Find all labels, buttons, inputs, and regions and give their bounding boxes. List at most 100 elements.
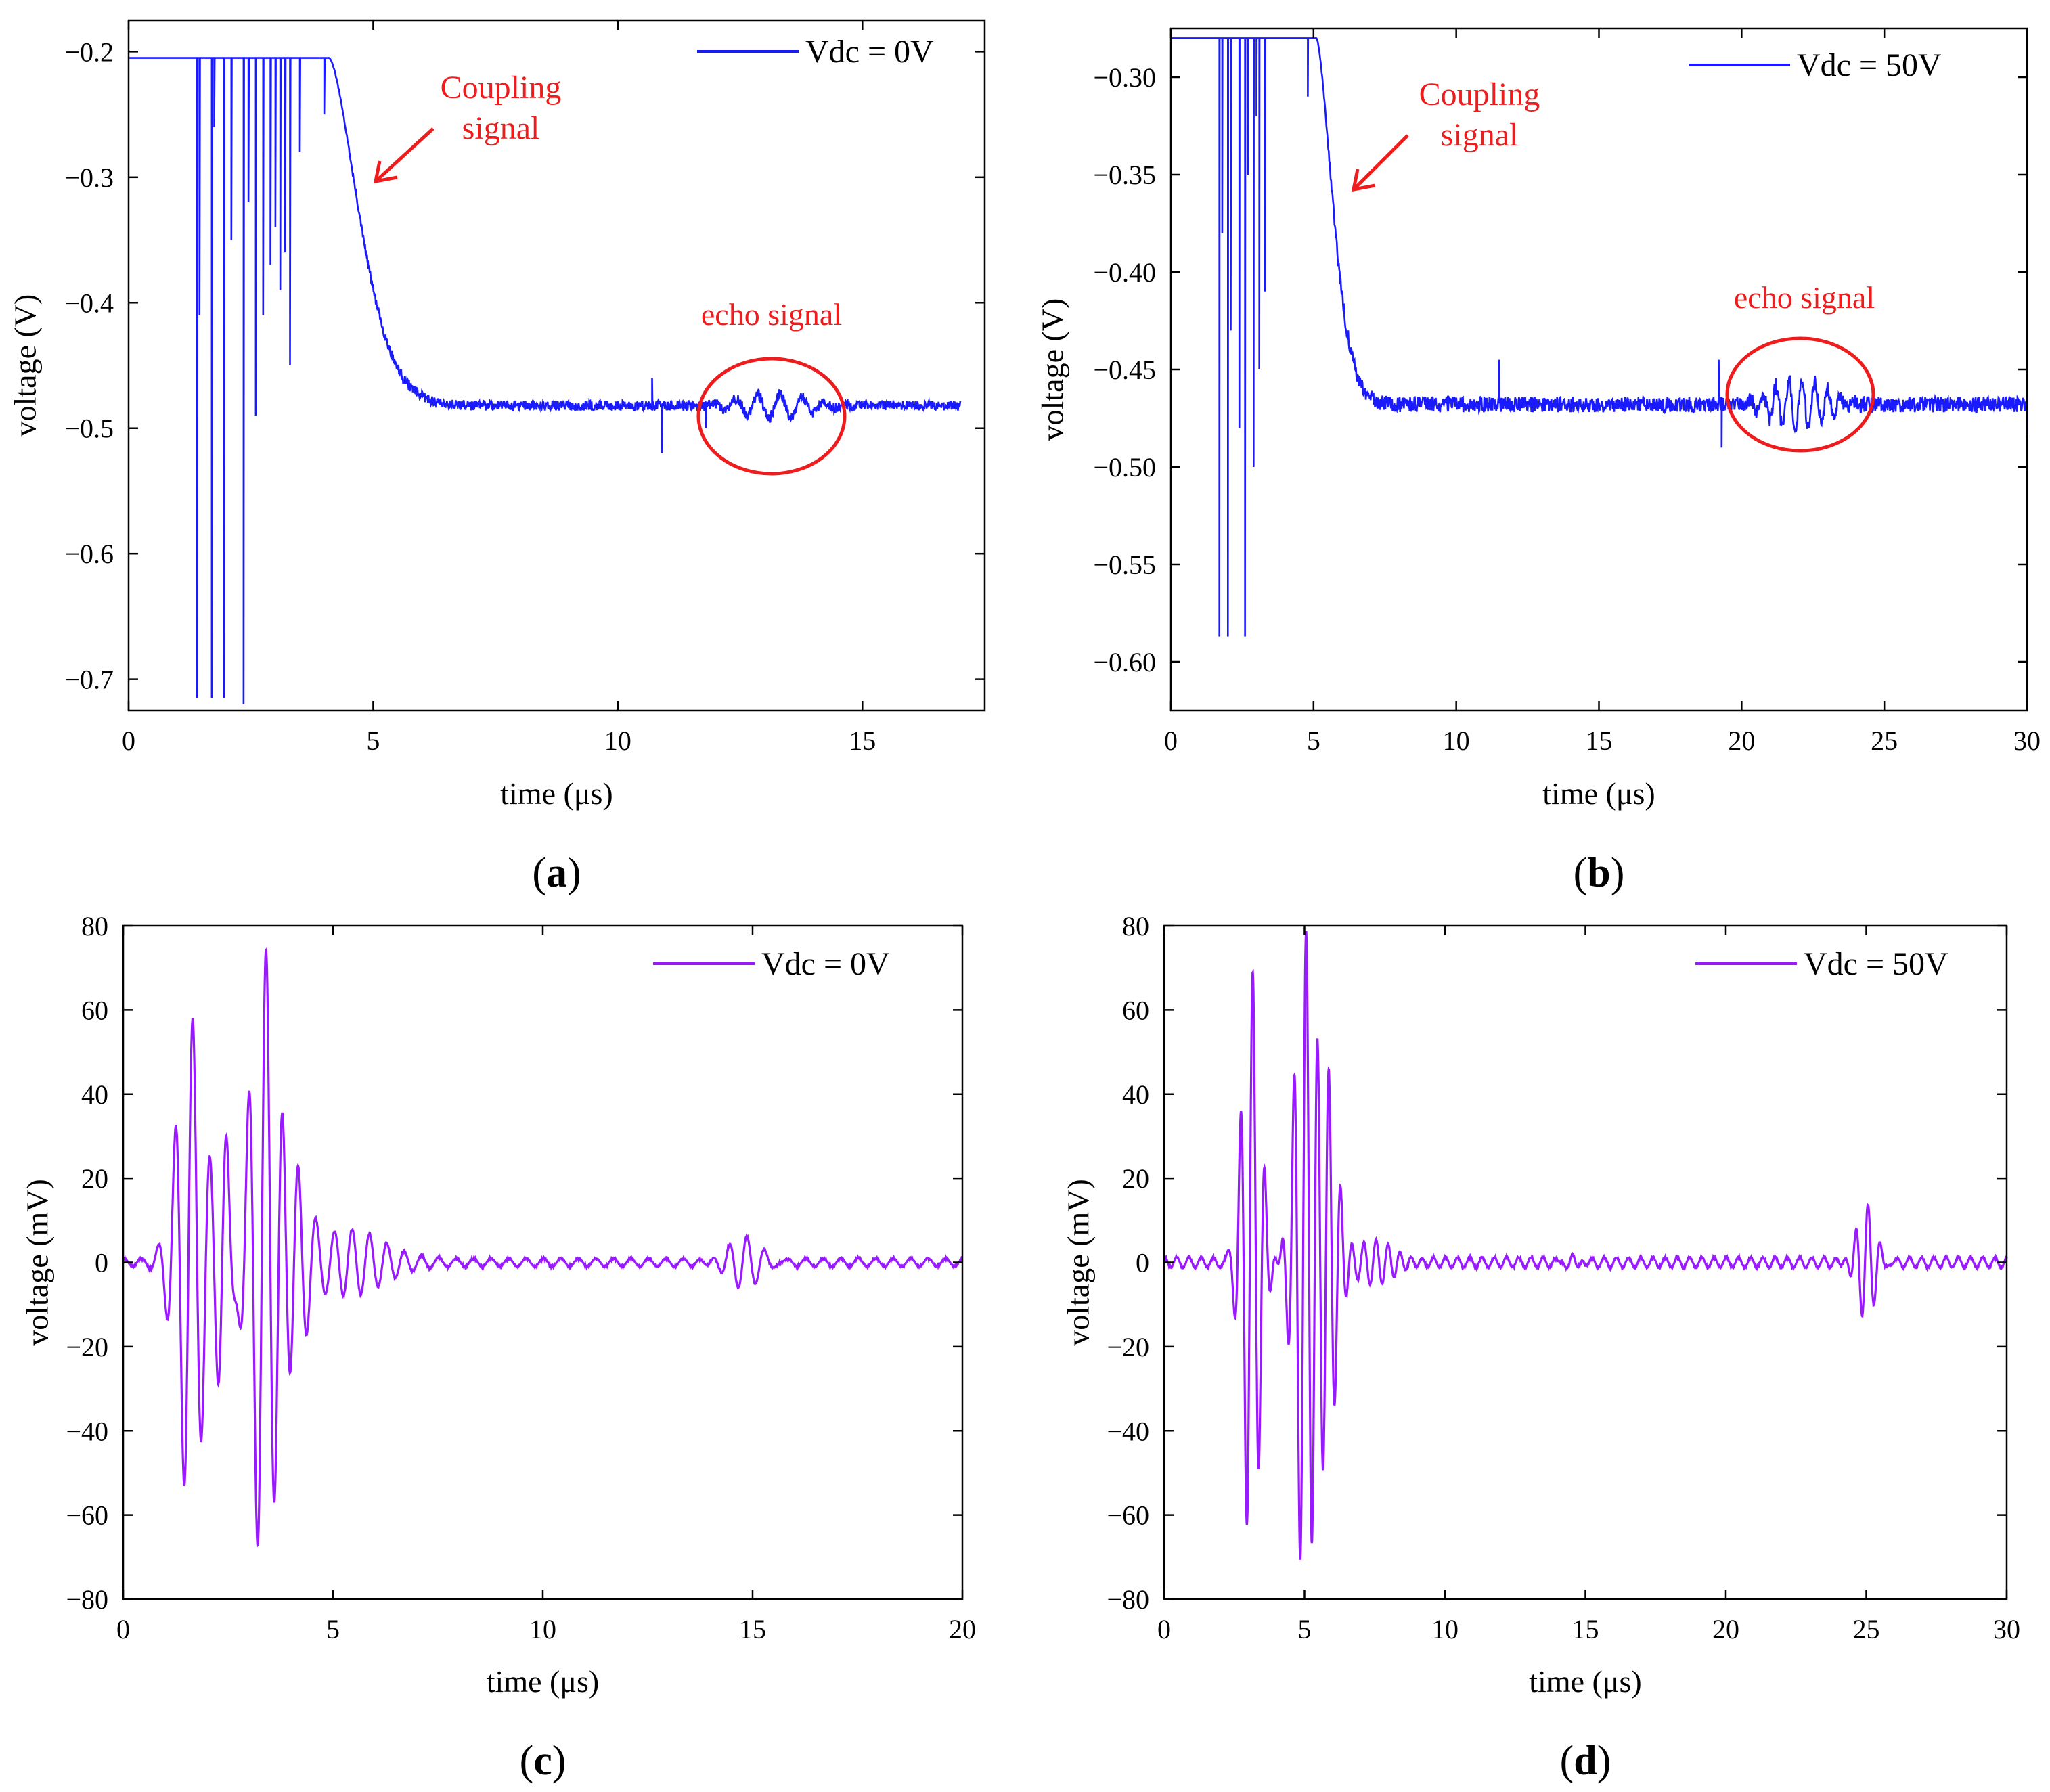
echo-signal-circle [696, 357, 847, 476]
x-tick-label: 30 [2013, 725, 2041, 756]
x-tick-label: 25 [1853, 1614, 1880, 1644]
y-tick-label: 20 [1122, 1163, 1149, 1194]
x-tick-label: 5 [326, 1614, 340, 1644]
y-tick-label: −0.5 [64, 413, 114, 444]
annotations: Coupling signal echo signal [373, 70, 847, 476]
x-tick-label: 20 [1728, 725, 1755, 756]
coupling-arrow [374, 127, 434, 183]
panel-caption-letter: a [546, 850, 567, 896]
plot-frame [127, 19, 986, 712]
x-axis-label: time (μs) [1529, 1664, 1641, 1699]
y-tick-label: −0.60 [1093, 647, 1156, 677]
y-axis-label: voltage (mV) [20, 1179, 55, 1346]
y-tick-label: −60 [66, 1500, 108, 1531]
echo-signal-label: echo signal [1734, 280, 1875, 315]
y-tick-label: −20 [66, 1332, 108, 1362]
y-tick-label: −0.3 [64, 162, 114, 193]
series-line-vdc-50v [1171, 37, 2028, 637]
echo-signal-label: echo signal [701, 297, 842, 332]
x-tick-label: 10 [604, 725, 631, 756]
y-axis-label: voltage (V) [1035, 298, 1070, 441]
x-axis-label: time (μs) [1542, 776, 1655, 811]
x-tick-label: 10 [1443, 725, 1470, 756]
x-tick-label: 20 [949, 1614, 976, 1644]
panel-caption: (a) [532, 850, 581, 896]
legend: Vdc = 0V [653, 946, 890, 982]
x-tick-label: 0 [116, 1614, 130, 1644]
y-tick-label: −0.50 [1093, 452, 1156, 483]
panel-caption: (b) [1574, 850, 1625, 896]
series-line-vdc-0v [129, 57, 962, 704]
x-tick-label: 10 [529, 1614, 556, 1644]
y-tick-label: 80 [1122, 911, 1149, 941]
y-tick-label: 40 [81, 1079, 108, 1110]
y-tick-label: −80 [1107, 1584, 1149, 1615]
x-tick-label: 10 [1431, 1614, 1458, 1644]
y-tick-label: −0.6 [64, 539, 114, 569]
x-tick-label: 25 [1871, 725, 1898, 756]
panel-caption-letter: d [1574, 1738, 1597, 1784]
x-tick-label: 15 [849, 725, 876, 756]
coupling-signal-label-line1: Coupling [1419, 76, 1540, 112]
panel-d: 0 5 10 15 20 25 30 80 60 40 20 0 −20 −40 −60 −80 voltag… [1061, 911, 2020, 1784]
x-tick-label: 5 [1307, 725, 1320, 756]
y-tick-label: 60 [1122, 995, 1149, 1025]
y-tick-label: −0.2 [64, 37, 114, 67]
legend: Vdc = 0V [697, 34, 934, 70]
x-axis-label: time (μs) [500, 776, 612, 811]
legend-label: Vdc = 50V [1797, 47, 1942, 83]
y-tick-label: −0.4 [64, 288, 114, 318]
x-tick-label: 0 [1157, 1614, 1171, 1644]
y-tick-label: −0.40 [1093, 257, 1156, 288]
panel-c: 0 5 10 15 20 80 60 40 20 0 −20 −40 −60 −80 voltage (m… [20, 911, 976, 1784]
x-tick-label: 0 [1164, 725, 1178, 756]
legend-label: Vdc = 50V [1804, 946, 1948, 982]
y-tick-label: −0.7 [64, 665, 114, 695]
coupling-signal-label-line1: Coupling [441, 70, 562, 106]
y-tick-label: −0.55 [1093, 550, 1156, 580]
y-tick-label: −0.35 [1093, 160, 1156, 190]
x-tick-label: 5 [1298, 1614, 1312, 1644]
y-tick-label: −0.45 [1093, 355, 1156, 385]
coupling-arrow [1352, 134, 1409, 191]
coupling-arrow-head [1351, 169, 1376, 192]
panel-a: 0 5 10 15 −0.2 −0.3 −0.4 −0.5 −0.6 −0.7 voltage (… [8, 19, 986, 896]
y-tick-label: 60 [81, 995, 108, 1025]
y-tick-label: 0 [1136, 1248, 1149, 1278]
panel-caption: (d) [1560, 1738, 1611, 1784]
coupling-signal-label-line2: signal [1441, 117, 1519, 153]
y-axis-label: voltage (V) [8, 294, 43, 437]
x-axis-label: time (μs) [487, 1664, 599, 1699]
x-tick-label: 30 [1993, 1614, 2020, 1644]
panel-caption: (c) [520, 1738, 566, 1784]
y-tick-label: −20 [1107, 1332, 1149, 1362]
legend: Vdc = 50V [1695, 946, 1948, 982]
legend: Vdc = 50V [1689, 47, 1942, 83]
y-tick-label: −40 [66, 1416, 108, 1446]
x-tick-label: 15 [1572, 1614, 1599, 1644]
y-tick-label: −60 [1107, 1500, 1149, 1531]
legend-label: Vdc = 0V [805, 34, 934, 70]
series-line-vdc-0v [122, 947, 964, 1548]
x-tick-label: 15 [739, 1614, 766, 1644]
x-tick-label: 0 [122, 725, 135, 756]
x-tick-label: 15 [1586, 725, 1613, 756]
panel-caption-letter: c [533, 1738, 552, 1784]
coupling-arrow-head [373, 160, 398, 184]
x-tick-label: 5 [366, 725, 380, 756]
panel-caption-letter: b [1587, 850, 1610, 896]
echo-signal-circle [1725, 336, 1875, 453]
y-axis-label: voltage (mV) [1061, 1179, 1096, 1346]
coupling-signal-label-line2: signal [462, 110, 540, 146]
y-tick-label: 80 [81, 911, 108, 941]
legend-label: Vdc = 0V [761, 946, 890, 982]
annotations: Coupling signal echo signal [1351, 76, 1875, 453]
panel-b: 0 5 10 15 20 25 30 −0.30 −0.35 −0.40 −0.45 −0.50 −0.… [1035, 27, 2041, 896]
y-tick-label: 0 [95, 1248, 108, 1278]
y-tick-label: −40 [1107, 1416, 1149, 1446]
y-tick-label: −80 [66, 1584, 108, 1615]
series-line-vdc-50v [1163, 931, 2008, 1560]
y-tick-label: −0.30 [1093, 62, 1156, 93]
